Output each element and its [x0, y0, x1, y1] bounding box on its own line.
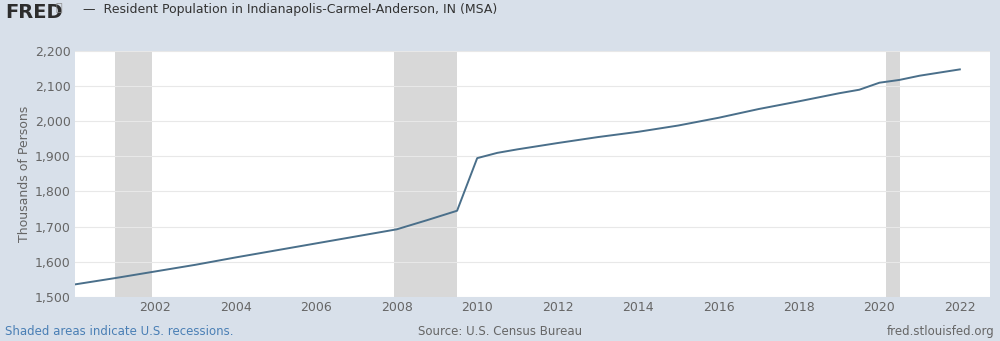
Text: fred.stlouisfed.org: fred.stlouisfed.org	[887, 325, 995, 338]
Bar	[886, 51, 900, 297]
Text: FRED: FRED	[5, 3, 63, 23]
Text: —  Resident Population in Indianapolis-Carmel-Anderson, IN (MSA): — Resident Population in Indianapolis-Ca…	[75, 3, 497, 16]
Text: ⼎: ⼎	[55, 3, 62, 13]
Y-axis label: Thousands of Persons: Thousands of Persons	[18, 106, 31, 242]
Text: Shaded areas indicate U.S. recessions.: Shaded areas indicate U.S. recessions.	[5, 325, 234, 338]
Text: Source: U.S. Census Bureau: Source: U.S. Census Bureau	[418, 325, 582, 338]
Bar	[394, 51, 457, 297]
Bar	[115, 51, 152, 297]
